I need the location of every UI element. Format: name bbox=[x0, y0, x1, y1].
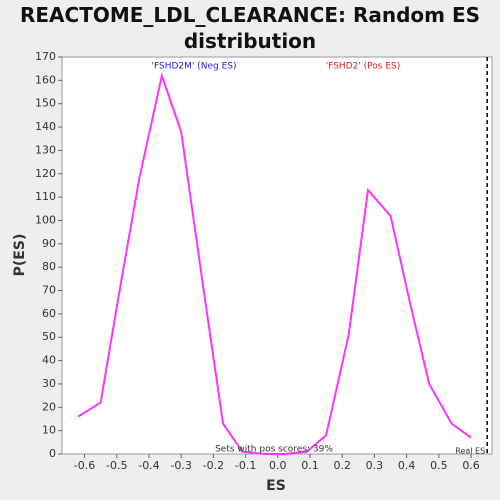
x-tick-label: -0.4 bbox=[138, 459, 159, 472]
x-tick-label: 0.1 bbox=[301, 459, 319, 472]
x-axis-label: ES bbox=[266, 478, 286, 494]
x-tick-label: -0.3 bbox=[170, 459, 191, 472]
x-tick-label: 0.0 bbox=[269, 459, 287, 472]
x-tick-label: 0.2 bbox=[333, 459, 351, 472]
y-tick-label: 110 bbox=[35, 190, 56, 203]
y-tick-label: 60 bbox=[42, 307, 56, 320]
y-tick-label: 150 bbox=[35, 97, 56, 110]
x-tick-label: 0.4 bbox=[398, 459, 416, 472]
pos-label: 'FSHD2' (Pos ES) bbox=[326, 62, 401, 72]
x-tick-label: -0.5 bbox=[106, 459, 127, 472]
y-tick-label: 70 bbox=[42, 284, 56, 297]
y-tick-label: 80 bbox=[42, 260, 56, 273]
x-tick-label: 0.5 bbox=[430, 459, 448, 472]
chart-title: REACTOME_LDL_CLEARANCE: Random ES distri… bbox=[19, 3, 481, 53]
line-series bbox=[77, 71, 472, 455]
x-tick-label: -0.6 bbox=[74, 459, 95, 472]
y-tick-label: 30 bbox=[42, 377, 56, 390]
x-tick-label: 0.6 bbox=[462, 459, 480, 472]
plot-area bbox=[61, 56, 493, 455]
y-tick-label: 50 bbox=[42, 330, 56, 343]
y-tick-label: 120 bbox=[35, 167, 56, 180]
pos-note: Sets with pos scores: 39% bbox=[215, 445, 333, 455]
x-tick-label: 0.3 bbox=[366, 459, 384, 472]
y-tick-label: 40 bbox=[42, 354, 56, 367]
y-tick-label: 170 bbox=[35, 50, 56, 63]
y-tick-label: 90 bbox=[42, 237, 56, 250]
y-tick-label: 20 bbox=[42, 400, 56, 413]
y-tick-label: 10 bbox=[42, 424, 56, 437]
y-tick-label: 0 bbox=[49, 447, 56, 460]
y-tick-label: 160 bbox=[35, 73, 56, 86]
real-es-label: Real ES bbox=[455, 447, 485, 456]
neg-label: 'FSHD2M' (Neg ES) bbox=[152, 62, 237, 72]
y-tick-label: 130 bbox=[35, 143, 56, 156]
y-axis-label: P(ES) bbox=[12, 234, 28, 277]
y-tick-label: 140 bbox=[35, 120, 56, 133]
y-tick-label: 100 bbox=[35, 213, 56, 226]
x-tick-label: -0.2 bbox=[203, 459, 224, 472]
x-tick-label: -0.1 bbox=[235, 459, 256, 472]
